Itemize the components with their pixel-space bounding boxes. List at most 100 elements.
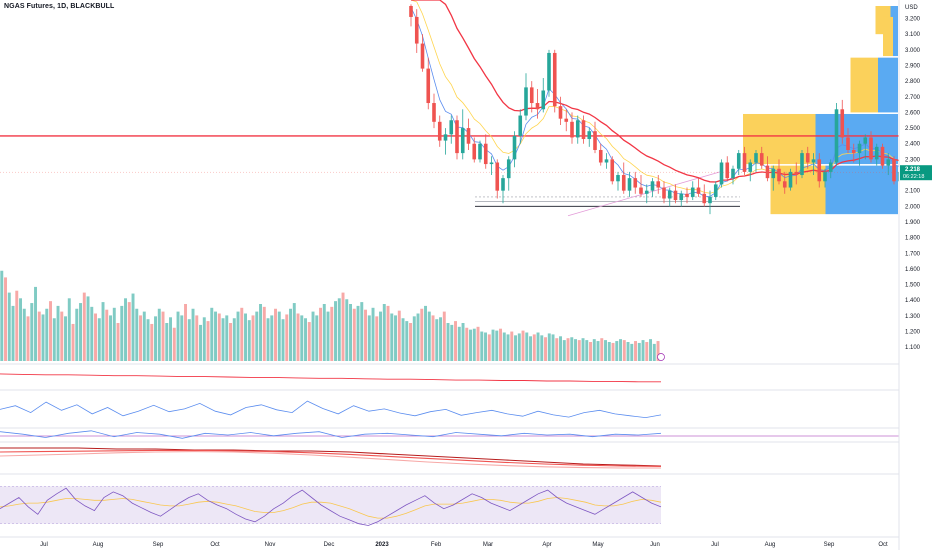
- volume-pane: [0, 270, 665, 361]
- price-tick-label: 2.000: [905, 204, 921, 210]
- volume-bar: [75, 308, 79, 361]
- volume-bar: [259, 304, 262, 361]
- time-tick-label: Oct: [878, 542, 888, 548]
- candle-body: [800, 153, 804, 176]
- volume-bar: [71, 323, 75, 361]
- candle-body: [650, 181, 655, 191]
- volume-bar: [427, 311, 431, 361]
- time-tick-label: Nov: [265, 542, 276, 548]
- volume-bar: [506, 334, 510, 361]
- volume-bar: [116, 323, 120, 361]
- time-axis[interactable]: Jul Aug Sep Oct Nov Dec 2023 Feb Mar Apr May Jun Jul…: [40, 542, 888, 548]
- volume-bar: [637, 342, 641, 361]
- volume-bar: [0, 270, 4, 361]
- volume-bar: [622, 340, 626, 361]
- candle-body: [667, 190, 672, 199]
- volume-bar: [94, 313, 97, 361]
- volume-bar: [266, 318, 270, 361]
- volume-bar: [555, 338, 559, 361]
- volume-bar: [360, 302, 364, 361]
- volume-bar: [232, 318, 236, 361]
- candle-body: [805, 153, 810, 163]
- candle-body: [420, 43, 425, 69]
- volume-bar: [386, 305, 390, 361]
- volume-bar: [180, 315, 184, 361]
- volume-bar: [150, 323, 154, 361]
- volume-bar: [97, 318, 101, 361]
- volume-bar: [262, 306, 266, 361]
- volume-bar: [199, 324, 202, 361]
- candle-body: [851, 149, 856, 154]
- volume-bar: [191, 308, 195, 361]
- candle-body: [725, 162, 730, 179]
- volume-bar: [4, 277, 7, 361]
- price-tick-label: 1.100: [905, 345, 921, 351]
- candle-body: [414, 16, 419, 44]
- volume-bar: [184, 304, 187, 361]
- volume-bar: [90, 306, 94, 361]
- volume-bar: [611, 342, 615, 361]
- volume-bar: [480, 331, 484, 361]
- volume-bar: [60, 311, 64, 361]
- volume-bar: [457, 326, 461, 361]
- price-tick-label: 1.400: [905, 298, 921, 304]
- price-pane[interactable]: [0, 0, 902, 217]
- candle-body: [564, 118, 569, 122]
- volume-bar: [161, 311, 165, 361]
- volume-bar: [547, 333, 551, 361]
- candle-body: [823, 171, 827, 182]
- candle-body: [673, 190, 678, 201]
- volume-bar: [229, 323, 232, 361]
- candle-body: [794, 171, 799, 176]
- volume-bar: [86, 296, 90, 361]
- volume-profile-down: [883, 16, 893, 57]
- candle-body: [754, 153, 758, 163]
- volume-bar: [581, 338, 585, 361]
- candle-body: [495, 162, 500, 191]
- indicator-panes: 0.500100.0050.000.000USD4.00060.0040.002…: [0, 363, 932, 538]
- candle-body: [892, 159, 896, 182]
- volume-bar: [442, 311, 446, 361]
- candle-body: [771, 168, 776, 179]
- volume-bar: [461, 323, 465, 361]
- volume-bar: [349, 304, 352, 361]
- volume-bar: [135, 308, 139, 361]
- indicator-1-line: [0, 373, 661, 383]
- volume-bar: [307, 322, 311, 361]
- volume-bar: [544, 337, 547, 361]
- volume-bar: [187, 319, 191, 361]
- candle-body: [455, 120, 459, 154]
- volume-bar: [521, 330, 525, 361]
- volume-bar: [634, 341, 637, 361]
- candle-body: [547, 52, 551, 91]
- volume-bar: [499, 328, 502, 361]
- volume-bar: [64, 316, 67, 361]
- candle-body: [598, 149, 603, 163]
- volume-bar: [101, 302, 105, 361]
- candle-body: [880, 146, 885, 166]
- volume-bar: [15, 290, 19, 361]
- volume-bar: [540, 335, 544, 361]
- volume-bar: [52, 318, 56, 361]
- volume-bar: [375, 316, 379, 361]
- volume-bar: [221, 318, 225, 361]
- volume-bar: [127, 302, 131, 361]
- volume-bar: [589, 342, 592, 361]
- candle-body: [432, 103, 436, 122]
- time-tick-label: Aug: [93, 542, 104, 548]
- candle-body: [742, 153, 747, 172]
- volume-bar: [574, 339, 577, 361]
- volume-bar: [334, 301, 337, 361]
- price-tick-label: 2.700: [905, 95, 921, 101]
- volume-bar: [139, 315, 142, 361]
- candle-body: [443, 134, 448, 141]
- candle-body: [834, 109, 839, 163]
- time-tick-label: 2023: [375, 542, 389, 548]
- time-tick-label: Feb: [431, 542, 442, 548]
- volume-bar: [476, 326, 480, 361]
- price-tick-label: 1.600: [905, 267, 921, 273]
- price-axis[interactable]: USD 3.200 3.100 3.000 2.900 2.800 2.700 2.600 2.…: [898, 0, 932, 550]
- volume-bar: [244, 313, 247, 361]
- candle-body: [587, 131, 592, 140]
